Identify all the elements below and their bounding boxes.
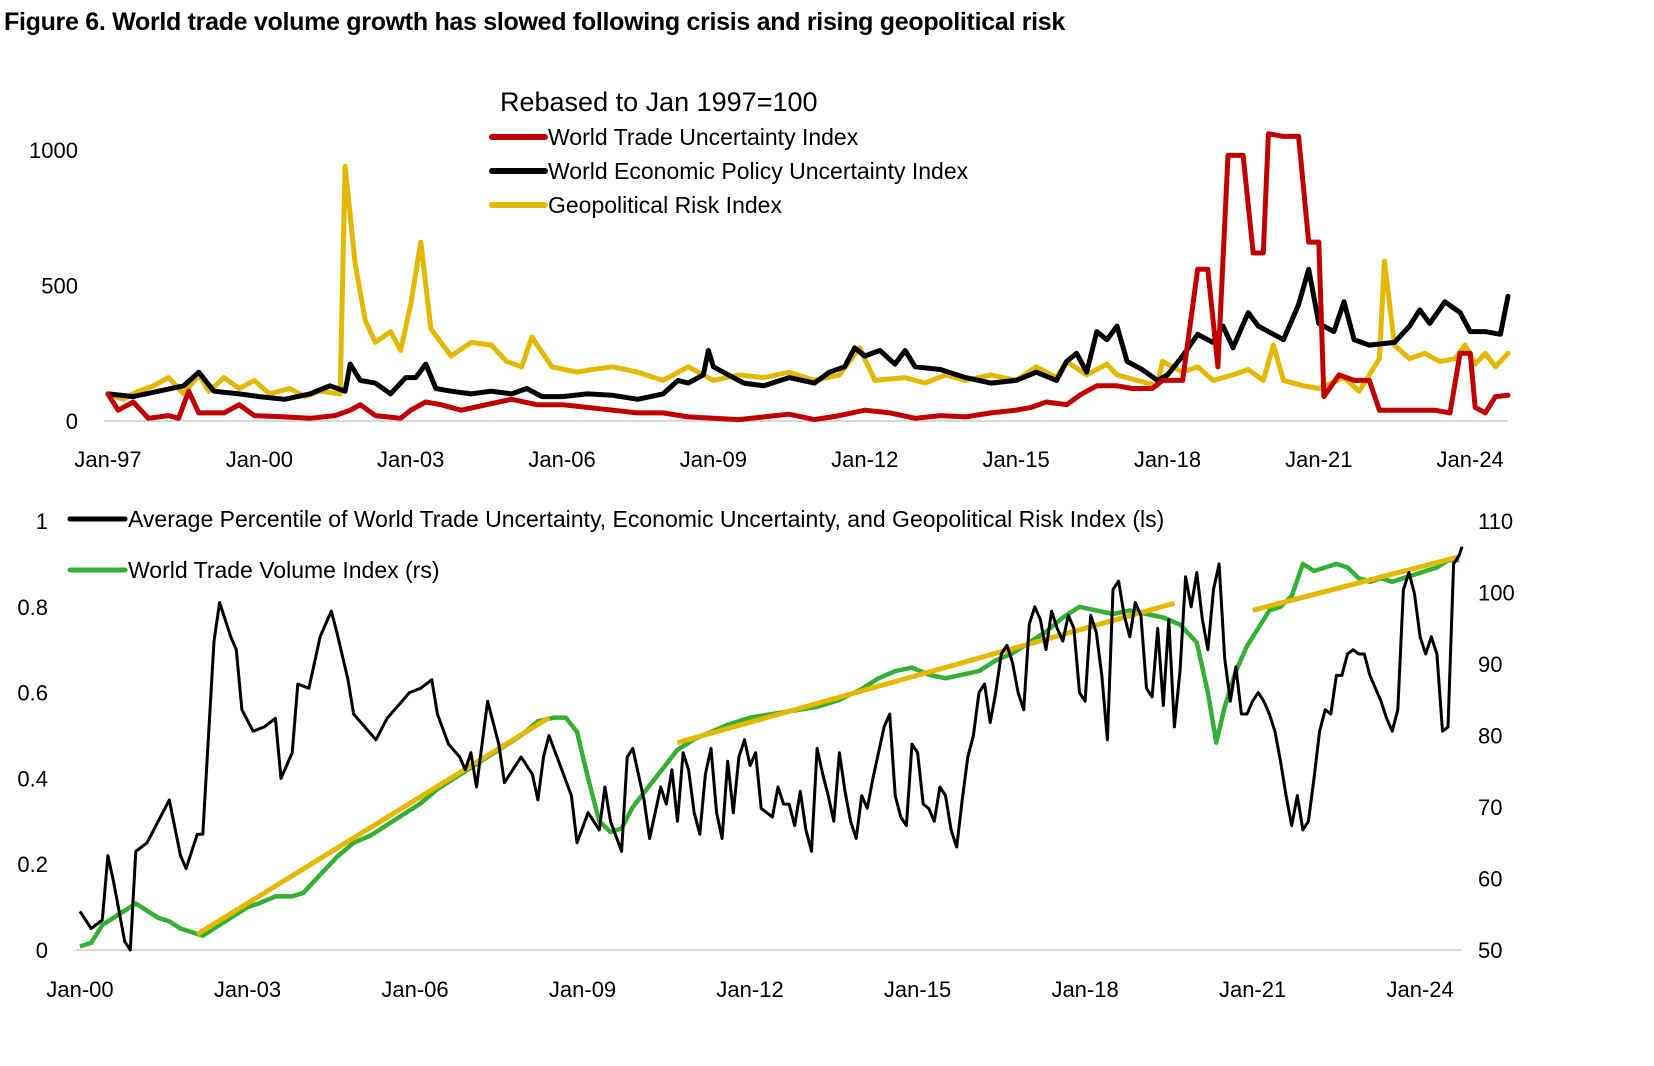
bottom-left-y-tick-label: 1 — [36, 509, 48, 534]
top-x-tick-label: Jan-24 — [1437, 447, 1504, 472]
bottom-x-tick-label: Jan-18 — [1051, 977, 1118, 1002]
top-chart: Rebased to Jan 1997=100 0 500 1000 Jan-97 Ja… — [29, 87, 1511, 472]
top-series-line-world-economic-policy-uncertainty-index — [105, 266, 1511, 402]
bottom-x-tick-label: Jan-03 — [214, 977, 281, 1002]
bottom-x-tick-label: Jan-21 — [1219, 977, 1286, 1002]
top-x-tick-label: Jan-97 — [74, 447, 141, 472]
top-y-tick-label: 500 — [41, 274, 78, 299]
bottom-chart-axes: 0 0.2 0.4 0.6 0.8 1 50 60 70 80 90 100 110 Jan-00 Jan-… — [17, 509, 1514, 1002]
bottom-x-tick-label: Jan-00 — [46, 977, 113, 1002]
bottom-left-y-tick-label: 0.8 — [17, 595, 48, 620]
bottom-x-tick-label: Jan-24 — [1386, 977, 1453, 1002]
bottom-x-tick-label: Jan-09 — [549, 977, 616, 1002]
bottom-chart-series — [78, 546, 1464, 952]
top-series-line-world-trade-uncertainty-index — [105, 131, 1511, 423]
top-x-tick-label: Jan-15 — [982, 447, 1049, 472]
bottom-x-tick-label: Jan-12 — [716, 977, 783, 1002]
bottom-right-y-tick-label: 50 — [1478, 938, 1502, 963]
legend-label-world-trade-uncertainty-index: World Trade Uncertainty Index — [548, 124, 859, 150]
bottom-right-y-tick-label: 60 — [1478, 867, 1502, 892]
bottom-series-line-average-percentile — [78, 546, 1464, 952]
bottom-chart: 0 0.2 0.4 0.6 0.8 1 50 60 70 80 90 100 110 Jan-00 Jan-… — [17, 506, 1514, 1002]
top-chart-legend: World Trade Uncertainty Index World Econo… — [489, 124, 969, 218]
top-chart-axes: 0 500 1000 Jan-97 Jan-00 Jan-03 Jan-06 Jan-09 Ja… — [29, 138, 1508, 472]
bottom-left-y-tick-label: 0.2 — [17, 852, 48, 877]
top-x-tick-label: Jan-03 — [377, 447, 444, 472]
bottom-x-tick-label: Jan-15 — [884, 977, 951, 1002]
trendline-2 — [676, 600, 1176, 746]
top-x-tick-label: Jan-06 — [528, 447, 595, 472]
top-x-tick-label: Jan-18 — [1134, 447, 1201, 472]
top-y-tick-label: 0 — [66, 409, 78, 434]
top-x-tick-label: Jan-09 — [680, 447, 747, 472]
top-chart-series — [105, 131, 1511, 423]
bottom-right-y-tick-label: 100 — [1478, 581, 1515, 606]
bottom-right-y-tick-label: 110 — [1478, 509, 1513, 534]
legend-label-world-trade-volume-index: World Trade Volume Index (rs) — [128, 557, 439, 583]
top-x-tick-label: Jan-00 — [226, 447, 293, 472]
bottom-series-line-world-trade-volume-index — [79, 558, 1460, 949]
top-x-tick-label: Jan-12 — [831, 447, 898, 472]
bottom-left-y-tick-label: 0.6 — [17, 681, 48, 706]
trendline-1 — [195, 715, 551, 937]
legend-label-world-economic-policy-uncertainty-index: World Economic Policy Uncertainty Index — [548, 158, 969, 184]
top-chart-subtitle: Rebased to Jan 1997=100 — [500, 87, 818, 117]
top-x-tick-label: Jan-21 — [1285, 447, 1352, 472]
top-series-line-geopolitical-risk-index — [105, 163, 1511, 402]
bottom-right-y-tick-label: 90 — [1478, 652, 1502, 677]
legend-label-average-percentile-of-world-trade-uncertainty-economic-uncertainty-and-geopolitical-risk-index: Average Percentile of World Trade Uncert… — [128, 506, 1164, 532]
bottom-right-y-tick-label: 70 — [1478, 795, 1502, 820]
legend-label-geopolitical-risk-index: Geopolitical Risk Index — [548, 192, 782, 218]
bottom-left-y-tick-label: 0 — [36, 938, 48, 963]
bottom-x-tick-label: Jan-06 — [381, 977, 448, 1002]
bottom-chart-legend: Average Percentile of World Trade Uncert… — [67, 506, 1164, 583]
figure-title: Figure 6. World trade volume growth has … — [4, 8, 1066, 36]
top-y-tick-label: 1000 — [29, 138, 78, 163]
bottom-right-y-tick-label: 80 — [1478, 724, 1502, 749]
trendline-3 — [1251, 554, 1460, 613]
bottom-left-y-tick-label: 0.4 — [17, 766, 48, 791]
